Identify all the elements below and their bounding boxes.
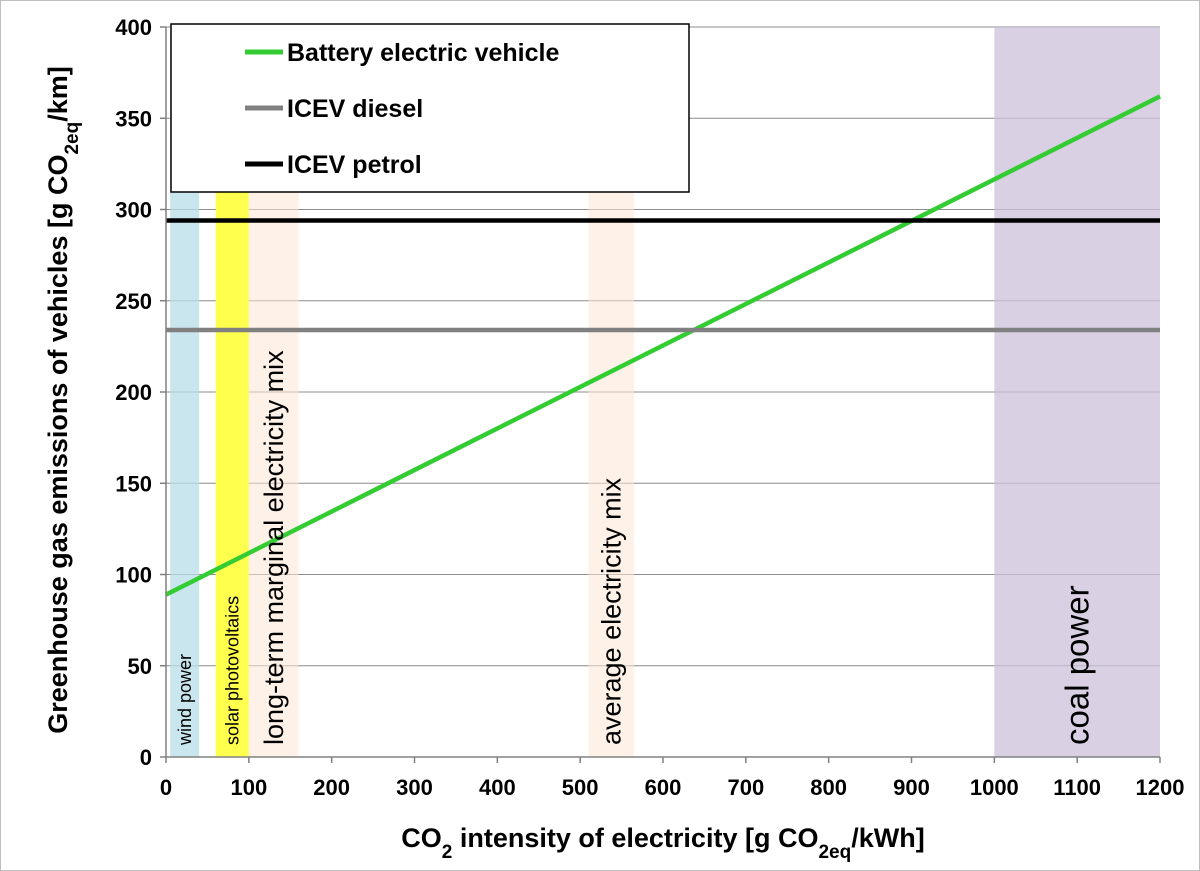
x-axis-title-part: intensity of electricity [g CO — [452, 823, 818, 853]
legend: Battery electric vehicle ICEV diesel ICEV … — [170, 23, 690, 193]
y-axis-title: Greenhouse gas emissions of vehicles [g … — [43, 66, 83, 733]
band-labels: wind power solar photovoltaics long-term m… — [175, 350, 1096, 746]
x-tick-label: 200 — [313, 775, 350, 800]
x-axis-title: CO2 intensity of electricity [g CO2eq/kW… — [401, 823, 924, 863]
legend-label: ICEV petrol — [287, 151, 422, 179]
x-tick-label: 1100 — [1053, 775, 1101, 800]
x-axis-title-part: /kWh] — [851, 823, 925, 853]
y-tick-label: 400 — [115, 15, 152, 40]
y-tick-label: 0 — [140, 745, 152, 770]
band-coal-power — [994, 27, 1160, 757]
y-tick-label: 200 — [115, 380, 152, 405]
legend-label: Battery electric vehicle — [287, 39, 559, 67]
series-lines — [164, 94, 1162, 597]
x-tick-label: 100 — [230, 775, 267, 800]
y-tick-label: 100 — [115, 563, 152, 588]
band-label-solar-photovoltaics: solar photovoltaics — [223, 596, 243, 745]
x-axis-title-part: 2 — [442, 842, 453, 863]
x-tick-label: 900 — [893, 775, 930, 800]
band-label-wind-power: wind power — [175, 654, 195, 746]
band-label-coal-power: coal power — [1059, 585, 1096, 745]
y-tick-label: 250 — [115, 289, 152, 314]
x-axis-title-part: CO — [401, 823, 442, 853]
x-tick-label: 0 — [160, 775, 172, 800]
y-axis-title-part: Greenhouse gas emissions of vehicles [g … — [43, 155, 73, 734]
x-tick-label: 800 — [810, 775, 847, 800]
y-tick-label: 50 — [128, 654, 152, 679]
x-tick-label: 600 — [645, 775, 682, 800]
band-label-long-term-marginal-electricity-mix: long-term marginal electricity mix — [259, 350, 289, 745]
y-axis-title-part: /km] — [43, 66, 73, 122]
axes: 0 50 100 150 200 250 300 350 400 0 100 200 300 400 500… — [115, 15, 1184, 800]
x-tick-label: 400 — [479, 775, 516, 800]
x-tick-label: 300 — [396, 775, 433, 800]
y-tick-label: 350 — [115, 106, 152, 131]
x-axis-title-part: 2eq — [818, 842, 851, 863]
x-tick-label: 1000 — [970, 775, 1019, 800]
x-tick-label: 500 — [562, 775, 599, 800]
x-tick-label: 1200 — [1136, 775, 1185, 800]
series-line-battery-electric-vehicle — [164, 94, 1162, 597]
y-axis-title-part: 2eq — [62, 122, 83, 155]
legend-label: ICEV diesel — [287, 95, 423, 123]
y-tick-label: 300 — [115, 198, 152, 223]
axis-titles: CO2 intensity of electricity [g CO2eq/kW… — [43, 66, 925, 862]
band-label-average-electricity-mix: average electricity mix — [597, 477, 627, 745]
x-tick-label: 700 — [727, 775, 764, 800]
y-tick-label: 150 — [115, 471, 152, 496]
